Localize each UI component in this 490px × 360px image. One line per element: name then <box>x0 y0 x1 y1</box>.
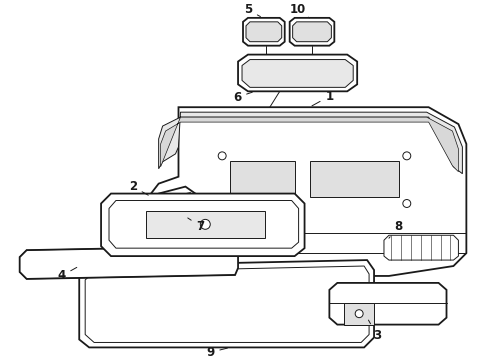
Polygon shape <box>310 161 399 197</box>
Polygon shape <box>293 22 331 42</box>
Polygon shape <box>242 59 353 87</box>
Polygon shape <box>146 211 265 238</box>
Circle shape <box>200 219 210 229</box>
Polygon shape <box>384 235 459 260</box>
Text: 3: 3 <box>368 320 381 342</box>
Polygon shape <box>79 260 374 347</box>
Polygon shape <box>290 18 334 46</box>
Polygon shape <box>85 266 369 342</box>
Text: 6: 6 <box>233 91 252 104</box>
Text: 5: 5 <box>244 4 260 17</box>
Polygon shape <box>238 55 357 91</box>
Circle shape <box>403 152 411 160</box>
Circle shape <box>218 152 226 160</box>
Polygon shape <box>329 283 446 325</box>
Text: 10: 10 <box>290 4 310 18</box>
Text: 9: 9 <box>206 346 227 359</box>
Text: 8: 8 <box>389 220 403 238</box>
Polygon shape <box>161 117 459 172</box>
Circle shape <box>403 199 411 207</box>
Text: 1: 1 <box>312 90 333 106</box>
Polygon shape <box>148 107 466 276</box>
Polygon shape <box>243 18 285 46</box>
Polygon shape <box>246 22 282 42</box>
Polygon shape <box>230 161 294 197</box>
Polygon shape <box>109 201 298 248</box>
Polygon shape <box>344 303 374 325</box>
Text: 2: 2 <box>129 180 148 195</box>
Polygon shape <box>159 186 196 223</box>
Polygon shape <box>20 246 238 279</box>
Polygon shape <box>159 112 463 174</box>
Circle shape <box>218 199 226 207</box>
Text: 4: 4 <box>57 267 77 283</box>
Circle shape <box>355 310 363 318</box>
Polygon shape <box>101 194 305 256</box>
Text: 7: 7 <box>188 218 204 233</box>
